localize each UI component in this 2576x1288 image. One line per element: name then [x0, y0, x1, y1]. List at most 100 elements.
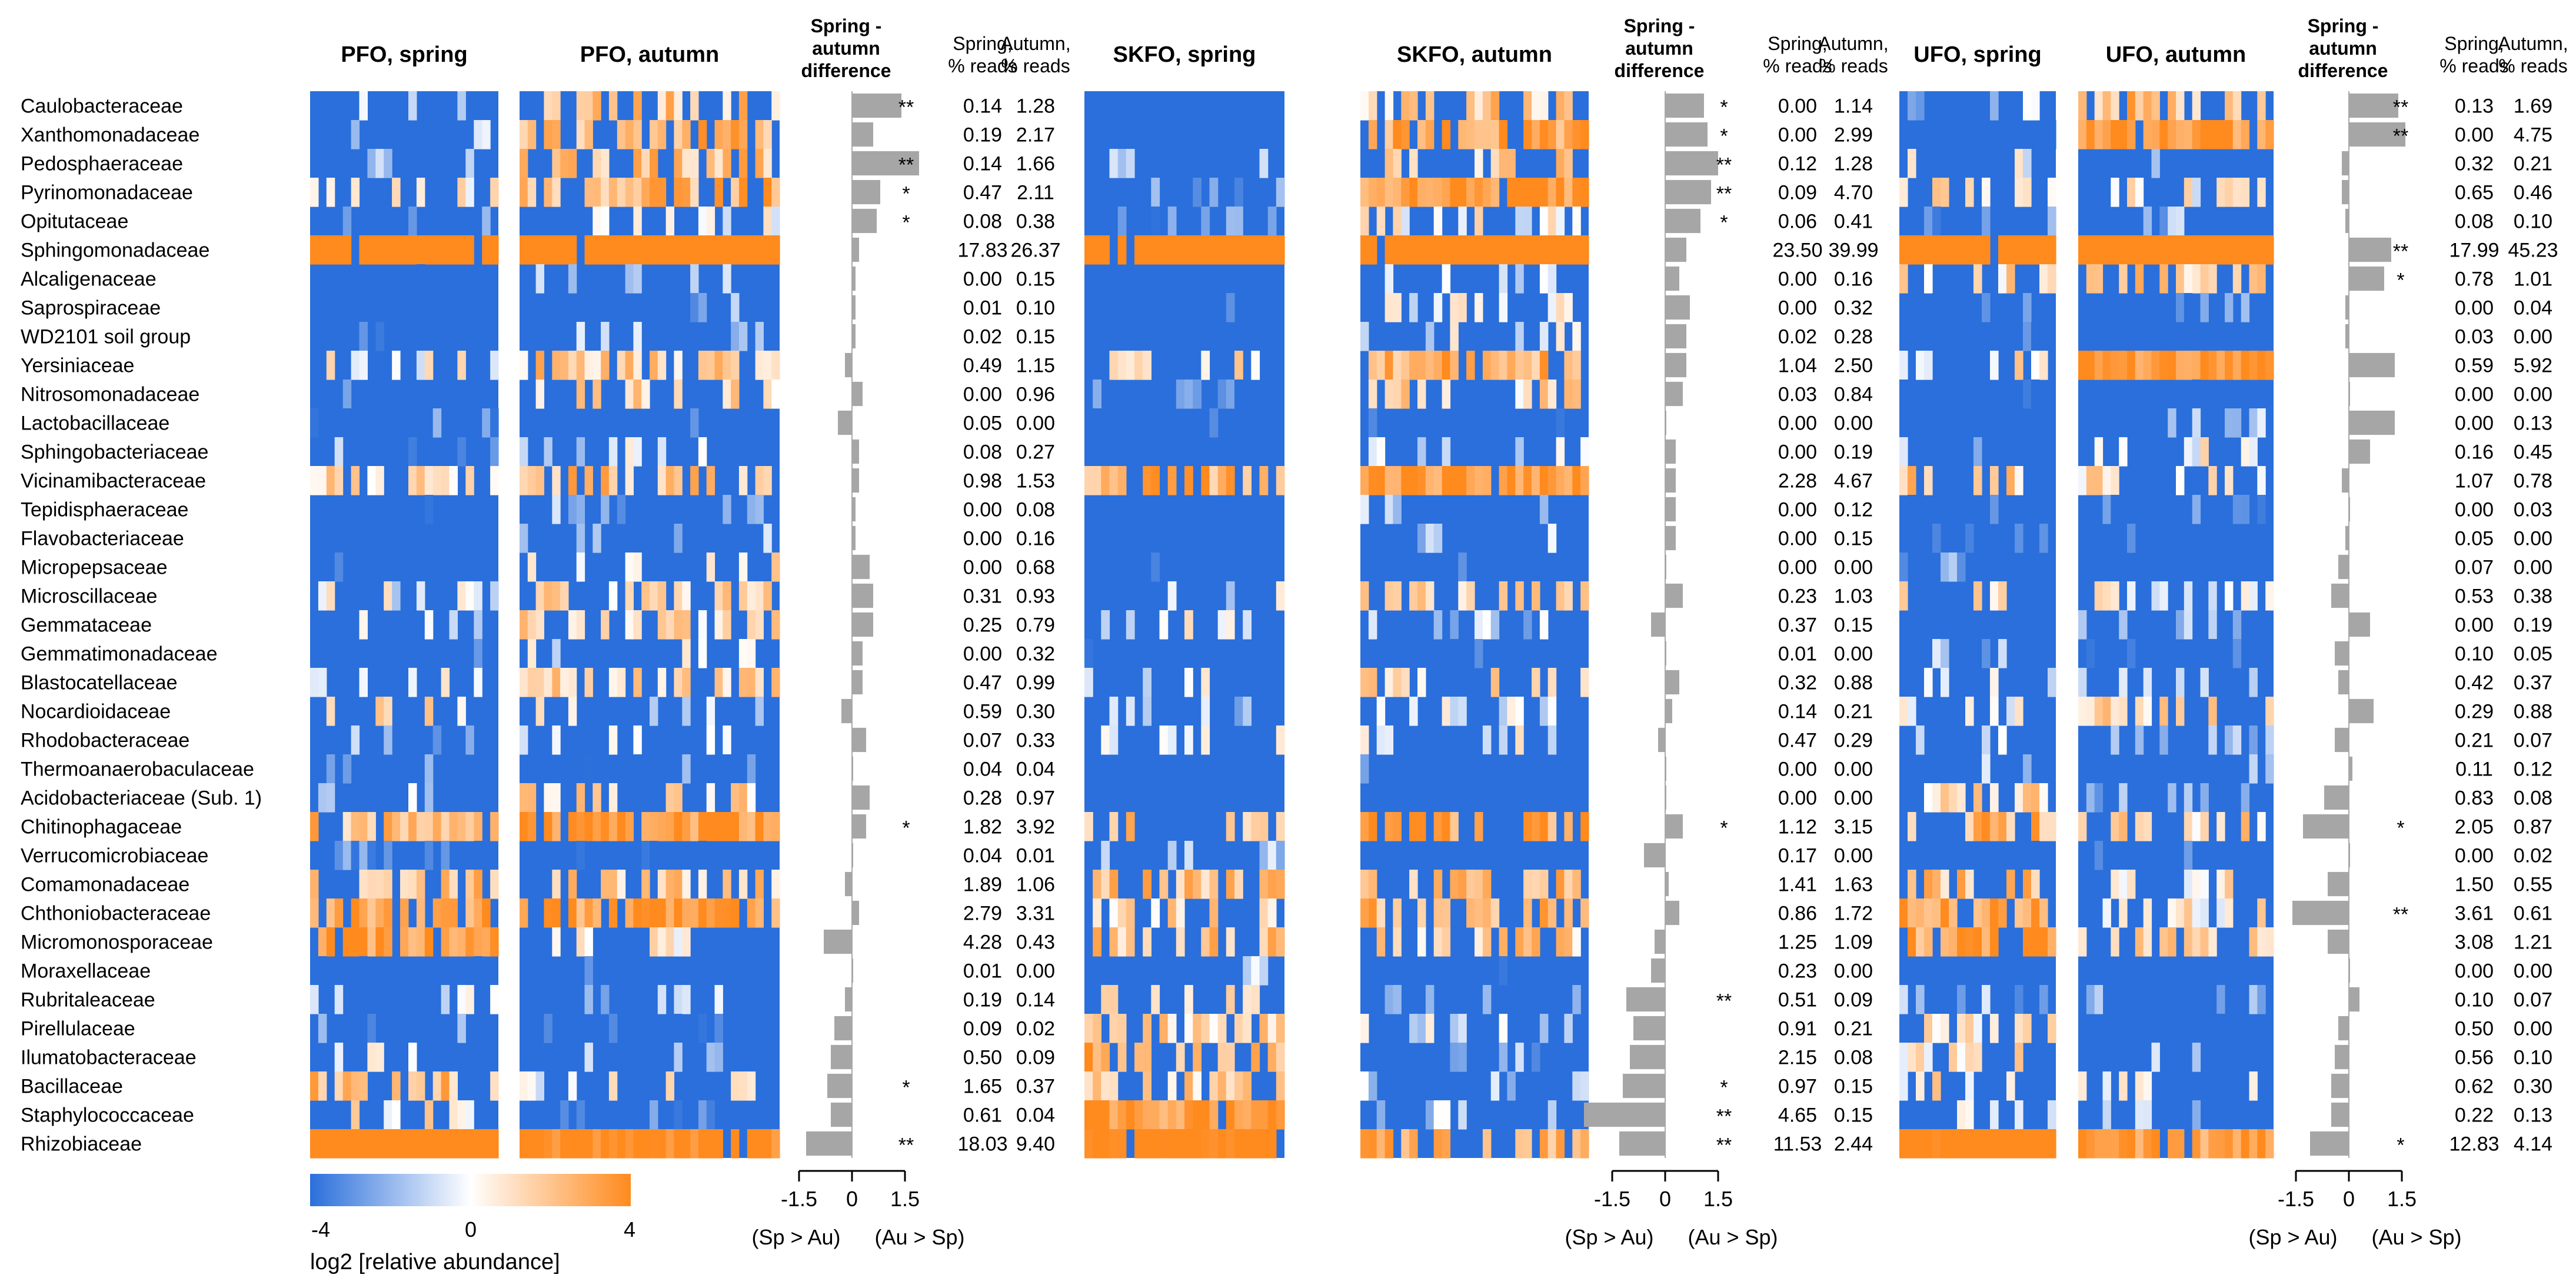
heatmap-cell: [657, 927, 667, 957]
heatmap-cell: [714, 898, 723, 928]
diff-bar: [2345, 525, 2349, 551]
heatmap-cell: [601, 149, 610, 178]
heatmap-cell: [1226, 1071, 1235, 1101]
heatmap-cell: [1572, 927, 1581, 957]
heatmap-cell: [2200, 293, 2209, 322]
heatmap-cell: [1442, 927, 1451, 957]
heatmap-cell: [424, 697, 434, 726]
heatmap-cell: [593, 783, 601, 813]
heatmap-cell: [375, 293, 384, 322]
heatmap-cell: [359, 898, 368, 928]
diff-bar: [852, 381, 863, 407]
heatmap-cell: [1093, 1129, 1101, 1159]
heatmap-cell: [1499, 697, 1508, 726]
heatmap-cell: [408, 293, 417, 322]
heatmap-cell: [706, 725, 715, 755]
spring-pct-value: 0.56: [2455, 1047, 2494, 1069]
heatmap-cell: [714, 812, 723, 841]
heatmap-cell: [593, 524, 601, 553]
heatmap-cell: [416, 466, 425, 495]
heatmap-cell: [698, 898, 707, 928]
heatmap-cell: [2241, 293, 2250, 322]
diff-bar: [852, 670, 863, 695]
heatmap-cell: [1547, 380, 1557, 409]
heatmap-cell: [1251, 1129, 1260, 1159]
heatmap-cell: [1450, 466, 1459, 495]
spring-pct-value: 3.61: [2455, 903, 2494, 925]
heatmap-cell: [408, 783, 417, 813]
heatmap-cell: [1572, 207, 1581, 236]
heatmap-cell: [1941, 1129, 1949, 1159]
heatmap-cell: [1499, 264, 1508, 294]
autumn-pct-value: 0.08: [2514, 787, 2552, 810]
heatmap-cell: [738, 1071, 748, 1101]
heatmap-cell: [771, 207, 780, 236]
heatmap-cell: [520, 725, 528, 755]
heatmap-cell: [2086, 639, 2095, 668]
heatmap-cell: [1539, 495, 1549, 524]
heatmap-cell: [771, 178, 780, 207]
heatmap-cell: [2094, 985, 2104, 1014]
heatmap-cell: [1109, 725, 1119, 755]
autumn-pct-value: 2.99: [1834, 124, 1873, 147]
heatmap-cell: [1117, 927, 1127, 957]
heatmap-cell: [552, 351, 561, 380]
heatmap-cell: [1243, 1100, 1252, 1130]
heatmap-cell: [1368, 783, 1377, 813]
heatmap-cell: [2200, 812, 2209, 841]
heatmap-cell: [1368, 870, 1377, 899]
heatmap-cell: [326, 898, 335, 928]
spring-pct-value: 0.00: [2455, 845, 2494, 867]
autumn-pct-value: 4.75: [2514, 124, 2552, 147]
diff-bar: [2342, 468, 2349, 493]
heatmap-cell: [1376, 207, 1386, 236]
heatmap-cell: [625, 553, 634, 582]
heatmap-cell: [342, 754, 352, 784]
heatmap-cell: [520, 668, 528, 697]
heatmap-cell: [1556, 149, 1565, 178]
spring-pct-value: 0.19: [963, 124, 1002, 147]
heatmap-cell: [351, 351, 360, 380]
spring-pct-value: 0.07: [963, 730, 1002, 752]
heatmap-cell: [1475, 870, 1483, 899]
significance-marker: **: [2393, 241, 2408, 263]
heatmap-cell: [400, 1129, 409, 1159]
heatmap-cell: [731, 235, 740, 265]
heatmap-cell: [1226, 870, 1235, 899]
heatmap-cell: [1532, 466, 1540, 495]
heatmap-cell: [1442, 898, 1451, 928]
heatmap-cell: [1957, 553, 1966, 582]
heatmap-cell: [1409, 466, 1418, 495]
heatmap-cell: [1093, 1071, 1101, 1101]
heatmap-cell: [367, 149, 376, 178]
heatmap-cell: [424, 351, 434, 380]
spring-pct-value: 0.00: [963, 268, 1002, 291]
heatmap-cell: [2176, 697, 2185, 726]
heatmap-cell: [1259, 466, 1269, 495]
heatmap-cell: [1475, 466, 1483, 495]
heatmap-cell: [1209, 466, 1219, 495]
heatmap-cell: [1360, 581, 1369, 611]
heatmap-cell: [755, 149, 764, 178]
heatmap-cell: [1401, 1129, 1410, 1159]
heatmap-cell: [1193, 870, 1202, 899]
heatmap-cell: [1226, 1100, 1235, 1130]
heatmap-cell: [2265, 581, 2274, 611]
autumn-pct-value: 0.32: [1834, 297, 1873, 319]
heatmap-cell: [2078, 466, 2087, 495]
spring-pct-value: 1.25: [1778, 931, 1817, 954]
diff-bar: [852, 324, 856, 349]
heatmap-cell: [1572, 380, 1581, 409]
heatmap-cell: [584, 985, 593, 1014]
heatmap-cell: [482, 120, 491, 149]
heatmap-cell: [1916, 351, 1925, 380]
heatmap-cell: [1532, 639, 1540, 668]
spring-pct-value: 4.28: [963, 931, 1002, 954]
spring-pct-value: 1.41: [1778, 874, 1817, 896]
heatmap-cell: [1532, 91, 1540, 121]
heatmap-cell: [552, 91, 561, 121]
heatmap-cell: [2159, 264, 2168, 294]
heatmap-cell: [747, 1129, 756, 1159]
heatmap-cell: [1368, 466, 1377, 495]
